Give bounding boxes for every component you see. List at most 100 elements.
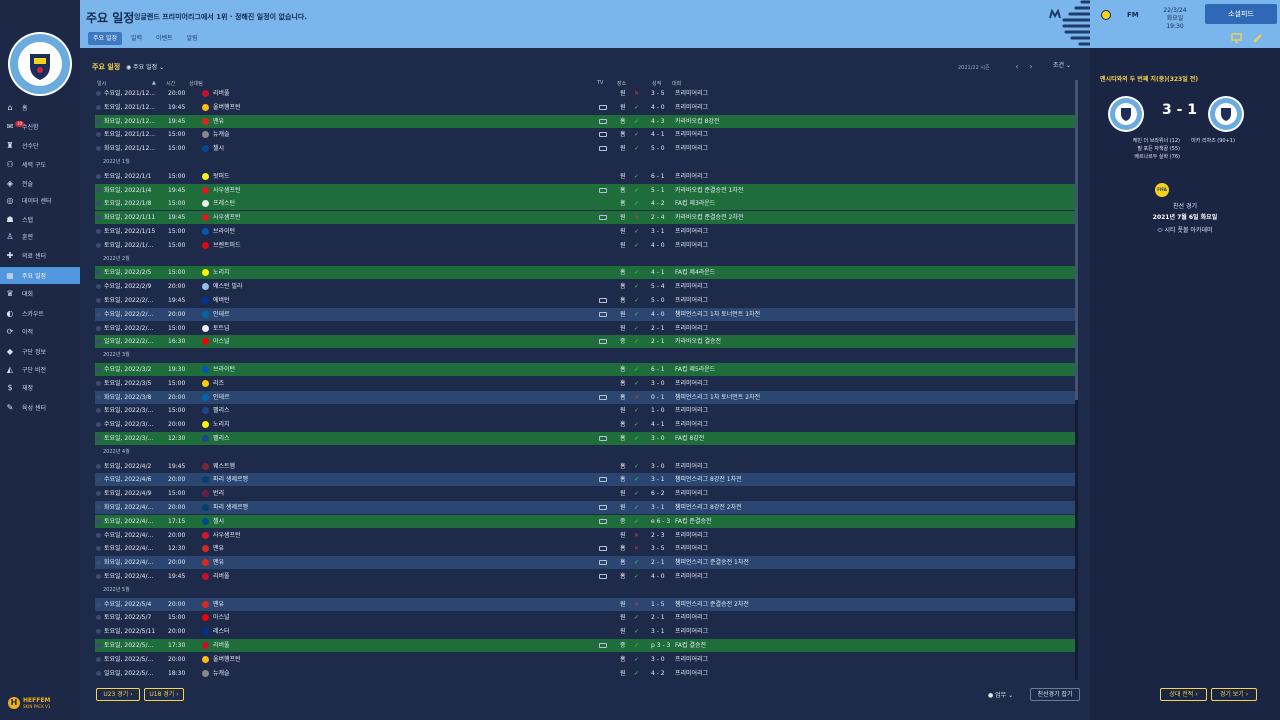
status-dot bbox=[96, 408, 101, 414]
tab-calendar[interactable]: 일력 bbox=[131, 35, 143, 42]
col-date[interactable]: 일시 bbox=[97, 81, 107, 87]
col-opponent[interactable]: 상대팀 bbox=[189, 81, 203, 87]
view-label: 주요 일정 bbox=[133, 64, 158, 71]
sidebar-item[interactable]: ✉ 10 수신함 bbox=[0, 118, 80, 135]
next-icon[interactable]: › bbox=[1029, 62, 1033, 71]
sidebar-item[interactable]: ✎ 육성 센터 bbox=[0, 399, 80, 416]
fixture-row[interactable]: 화요일, 2022/3/8 20:00 인테르 홈 ✕ 0 - 1 챔피언스리그 1차 토너… bbox=[95, 390, 1075, 404]
away-crest[interactable] bbox=[1207, 95, 1245, 133]
sidebar-item[interactable]: ▦ 주요 일정 bbox=[0, 267, 80, 284]
fixture-row[interactable]: 수요일, 2022/2/9 20:00 애스턴 빌라 홈 ✓ 5 - 4 프리미어리그 bbox=[95, 280, 1075, 293]
fixture-row[interactable]: 토요일, 2022/2/5 15:00 노리치 홈 ✓ 4 - 1 FA컵 제4라운드 bbox=[95, 266, 1075, 280]
sidebar-item[interactable]: $ 재정 bbox=[0, 379, 80, 396]
fixture-row[interactable]: 토요일, 2022/4/2 19:45 웨스트햄 홈 ✓ 3 - 0 프리미어리그 bbox=[95, 460, 1075, 473]
sidebar-item[interactable]: ☗ 스탭 bbox=[0, 211, 80, 228]
sidebar-item[interactable]: ♛ 대회 bbox=[0, 285, 80, 302]
sidebar-item[interactable]: ✚ 의료 센터 bbox=[0, 247, 80, 264]
fixture-row[interactable]: 토요일, 2022/2/... 15:00 토트넘 원 ✓ 2 - 1 프리미어리그 bbox=[95, 322, 1075, 335]
sidebar-item[interactable]: ◭ 구단 비전 bbox=[0, 361, 80, 378]
fixture-row[interactable]: 수요일, 2021/12... 20:00 리버풀 원 ✕ 3 - 5 프리미어리그 bbox=[95, 87, 1075, 100]
fixture-row[interactable]: 일요일, 2022/5/... 18:30 뉴캐슬 원 ✓ 4 - 2 프리미어리그 bbox=[95, 667, 1075, 680]
home-crest[interactable] bbox=[1107, 95, 1145, 133]
fixture-date: 일요일, 2022/2/... bbox=[104, 338, 154, 346]
edit-icon[interactable] bbox=[1252, 33, 1263, 43]
fixture-row[interactable]: 토요일, 2022/5/... 20:00 울버햄프턴 홈 ✓ 3 - 0 프리미어리그 bbox=[95, 653, 1075, 666]
fixture-row[interactable]: 수요일, 2022/3/... 20:00 노리치 홈 ✓ 4 - 1 프리미어리그 bbox=[95, 418, 1075, 431]
sidebar-item[interactable]: ◈ 전술 bbox=[0, 175, 80, 192]
sort-icon[interactable]: ▲ bbox=[152, 80, 156, 86]
status-dot bbox=[96, 104, 101, 110]
season-label[interactable]: 2021/22 시즌 bbox=[958, 65, 990, 71]
col-time[interactable]: 시간 bbox=[166, 81, 176, 87]
h2h-button[interactable]: 상대 전적 › bbox=[1160, 688, 1207, 701]
col-result[interactable]: 성적 bbox=[652, 81, 662, 87]
continue-button[interactable]: 소셜피드 bbox=[1205, 4, 1277, 24]
fixture-row[interactable]: 수요일, 2022/4/... 20:00 사우샘프턴 원 ✕ 2 - 3 프리미어리그 bbox=[95, 529, 1075, 542]
fixture-row[interactable]: 화요일, 2021/12... 15:00 첼시 원 ✓ 5 - 0 프리미어리그 bbox=[95, 142, 1075, 155]
fixture-row[interactable]: 수요일, 2022/2/... 20:00 인테르 원 ✓ 4 - 0 챔피언스리그 1차 … bbox=[95, 307, 1075, 321]
sidebar-item[interactable]: ♙ 훈련 bbox=[0, 228, 80, 245]
fixture-row[interactable]: 토요일, 2021/12... 15:00 뉴캐슬 홈 ✓ 4 - 1 프리미어리그 bbox=[95, 128, 1075, 141]
win-icon: ✓ bbox=[634, 669, 640, 677]
fixture-row[interactable]: 토요일, 2022/3/5 15:00 리즈 홈 ✓ 3 - 0 프리미어리그 bbox=[95, 377, 1075, 390]
u18-button[interactable]: U18 경기 › bbox=[144, 688, 184, 701]
fixture-row[interactable]: 일요일, 2022/2/... 16:30 아스널 중 ✓ 2 - 1 카라바오컵 결승전 bbox=[95, 335, 1075, 349]
fixture-row[interactable]: 수요일, 2022/4/6 20:00 파리 생제르맹 홈 ✓ 3 - 1 챔피언스리그 8… bbox=[95, 473, 1075, 487]
monitor-icon[interactable] bbox=[1231, 33, 1242, 43]
fixture-row[interactable]: 토요일, 2022/4/... 17:15 첼시 중 ✓ e 6 - 3 FA컵 준결승전 bbox=[95, 514, 1075, 528]
fixture-row[interactable]: 화요일, 2022/4/... 20:00 맨유 홈 ✓ 2 - 1 챔피언스리그 준결승전… bbox=[95, 556, 1075, 570]
scrollbar-thumb[interactable] bbox=[1075, 80, 1078, 400]
fixture-row[interactable]: 토요일, 2022/1/15 15:00 브라이턴 원 ✓ 3 - 1 프리미어리그 bbox=[95, 225, 1075, 238]
fixture-row[interactable]: 토요일, 2022/1/... 15:00 브렌트퍼드 원 ✓ 4 - 0 프리미어리그 bbox=[95, 239, 1075, 252]
last-match-title[interactable]: 맨시티와의 두 번째 지(중)(323일 전) bbox=[1100, 76, 1199, 83]
fm-logo[interactable]: FM bbox=[1127, 11, 1139, 19]
view-match-button[interactable]: 경기 보기 › bbox=[1211, 688, 1257, 701]
fixture-row[interactable]: 토요일, 2022/4/9 15:00 번리 원 ✓ 6 - 2 프리미어리그 bbox=[95, 487, 1075, 500]
filter-button[interactable]: 조건 ⌄ bbox=[1053, 62, 1071, 69]
sidebar-item[interactable]: ⟳ 이적 bbox=[0, 323, 80, 340]
fixture-row[interactable]: 수요일, 2022/5/4 20:00 맨유 원 ✕ 1 - 5 챔피언스리그 준결승전 2… bbox=[95, 597, 1075, 611]
fixture-row[interactable]: 화요일, 2022/1/4 19:45 사우샘프턴 홈 ✓ 5 - 1 카라바오컵 준결승전… bbox=[95, 183, 1075, 197]
manager-icon[interactable] bbox=[1049, 9, 1061, 19]
club-crest[interactable] bbox=[6, 30, 74, 98]
fixture-row[interactable]: 토요일, 2022/5/... 17:30 리버풀 중 ✓ p 3 - 3 FA컵 결승전 bbox=[95, 639, 1075, 652]
fixture-row[interactable]: 화요일, 2022/4/... 20:00 파리 생제르맹 원 ✓ 3 - 1 챔피언스리그… bbox=[95, 501, 1075, 514]
schedule-panel: 주요 일정 ◉ 주요 일정 ⌄ 2021/22 시즌 ‹ › 조건 ⌄ 일시 ▲… bbox=[92, 58, 1082, 708]
score: 6 - 1 bbox=[651, 366, 665, 373]
col-tv[interactable]: TV bbox=[597, 80, 604, 86]
col-venue[interactable]: 장소 bbox=[617, 81, 627, 87]
finance-icon: $ bbox=[7, 382, 13, 392]
sidebar-item[interactable]: ⌂ 홈 bbox=[0, 99, 80, 116]
sidebar-item[interactable]: ⚇ 세력 구도 bbox=[0, 156, 80, 173]
tab-overview[interactable]: 주요 일정 bbox=[88, 32, 122, 45]
fixture-row[interactable]: 화요일, 2021/12... 19:45 맨유 홈 ✓ 4 - 3 카라바오컵 8강전 bbox=[95, 114, 1075, 128]
fixture-row[interactable]: 토요일, 2022/1/8 15:00 프레스턴 홈 ✓ 4 - 2 FA컵 제3라운드 bbox=[95, 197, 1075, 211]
fixture-row[interactable]: 수요일, 2022/3/2 19:30 브라이턴 홈 ✓ 6 - 1 FA컵 제5라운드 bbox=[95, 363, 1075, 376]
fixture-date: 토요일, 2022/5/7 bbox=[104, 614, 152, 622]
fixture-row[interactable]: 토요일, 2022/2/... 19:45 에버턴 홈 ✓ 5 - 0 프리미어리그 bbox=[95, 294, 1075, 307]
fixture-row[interactable]: 토요일, 2022/4/... 19:45 리버풀 홈 ✓ 4 - 0 프리미어리그 bbox=[95, 570, 1075, 583]
prev-icon[interactable]: ‹ bbox=[1015, 62, 1019, 71]
arrange-friendly-button[interactable]: 친선경기 잡기 bbox=[1030, 688, 1080, 701]
tab-events[interactable]: 이벤트 bbox=[156, 35, 173, 42]
tab-alerts[interactable]: 알림 bbox=[186, 35, 198, 42]
fixture-row[interactable]: 토요일, 2022/5/11 20:00 레스터 원 ✓ 3 - 1 프리미어리그 bbox=[95, 625, 1075, 638]
fixture-row[interactable]: 토요일, 2022/3/... 12:30 팰리스 홈 ✓ 3 - 0 FA컵 8강전 bbox=[95, 432, 1075, 445]
club-badge-icon[interactable] bbox=[1101, 10, 1111, 20]
fixture-row[interactable]: 토요일, 2022/1/1 15:00 왓퍼드 원 ✓ 6 - 1 프리미어리그 bbox=[95, 170, 1075, 183]
fixture-row[interactable]: 화요일, 2022/1/11 19:45 사우샘프턴 원 ✕ 2 - 4 카라바오컵 준결승… bbox=[95, 211, 1075, 225]
col-comp[interactable]: 대회 bbox=[672, 81, 682, 87]
sidebar-item[interactable]: ◎ 데이터 센터 bbox=[0, 192, 80, 209]
u23-button[interactable]: U23 경기 › bbox=[96, 688, 140, 701]
view-selector[interactable]: ◉ 주요 일정 ⌄ bbox=[126, 64, 165, 71]
sidebar-item[interactable]: ◐ 스카우트 bbox=[0, 305, 80, 322]
score: 4 - 1 bbox=[651, 131, 665, 139]
team-badge-icon bbox=[202, 186, 209, 194]
fixture-row[interactable]: 토요일, 2022/3/... 15:00 팰리스 원 ✓ 1 - 0 프리미어리그 bbox=[95, 404, 1075, 417]
sidebar-item[interactable]: ♜ 선수단 bbox=[0, 137, 80, 154]
fixture-row[interactable]: 토요일, 2022/4/... 12:30 맨유 홈 ✕ 3 - 5 프리미어리그 bbox=[95, 542, 1075, 555]
fixture-row[interactable]: 토요일, 2022/5/7 15:00 아스널 원 ✓ 2 - 1 프리미어리그 bbox=[95, 611, 1075, 624]
fixture-row[interactable]: 토요일, 2021/12... 19:45 울버햄프턴 원 ✓ 4 - 0 프리미어리그 bbox=[95, 101, 1075, 114]
tasks-button[interactable]: ● 업무 ⌄ bbox=[988, 692, 1014, 699]
sidebar-item[interactable]: ◆ 구단 정보 bbox=[0, 343, 80, 360]
